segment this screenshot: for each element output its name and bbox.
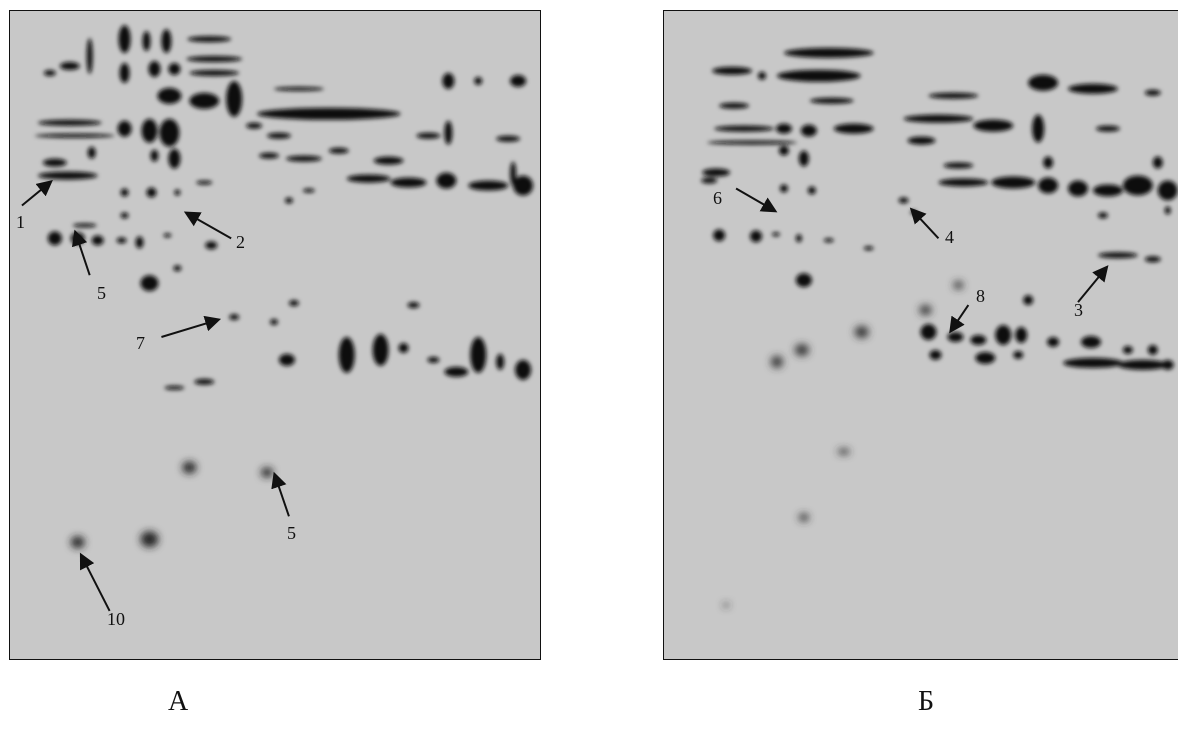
panel-a-caption: А: [168, 686, 189, 717]
gel-b-arrows: [735, 187, 1109, 334]
gel-a-arrows: [21, 180, 290, 612]
callout-label-5: 5: [287, 523, 296, 543]
callout-label-6: 6: [713, 188, 722, 208]
panel-b-caption: Б: [918, 686, 935, 717]
gel-panel-b: [663, 10, 1178, 660]
callout-label-2: 2: [236, 232, 245, 252]
callout-label-8: 8: [976, 286, 985, 306]
callout-label-4: 4: [945, 227, 954, 247]
callout-label-10: 10: [107, 609, 125, 629]
gel-panel-a: [9, 10, 541, 660]
gel-a-spots: [21, 25, 534, 612]
callout-label-7: 7: [136, 333, 145, 353]
callout-label-1: 1: [16, 212, 25, 232]
callout-label-3: 3: [1074, 300, 1083, 320]
callout-label-5: 5: [97, 283, 106, 303]
gel-b-spots: [701, 47, 1178, 608]
